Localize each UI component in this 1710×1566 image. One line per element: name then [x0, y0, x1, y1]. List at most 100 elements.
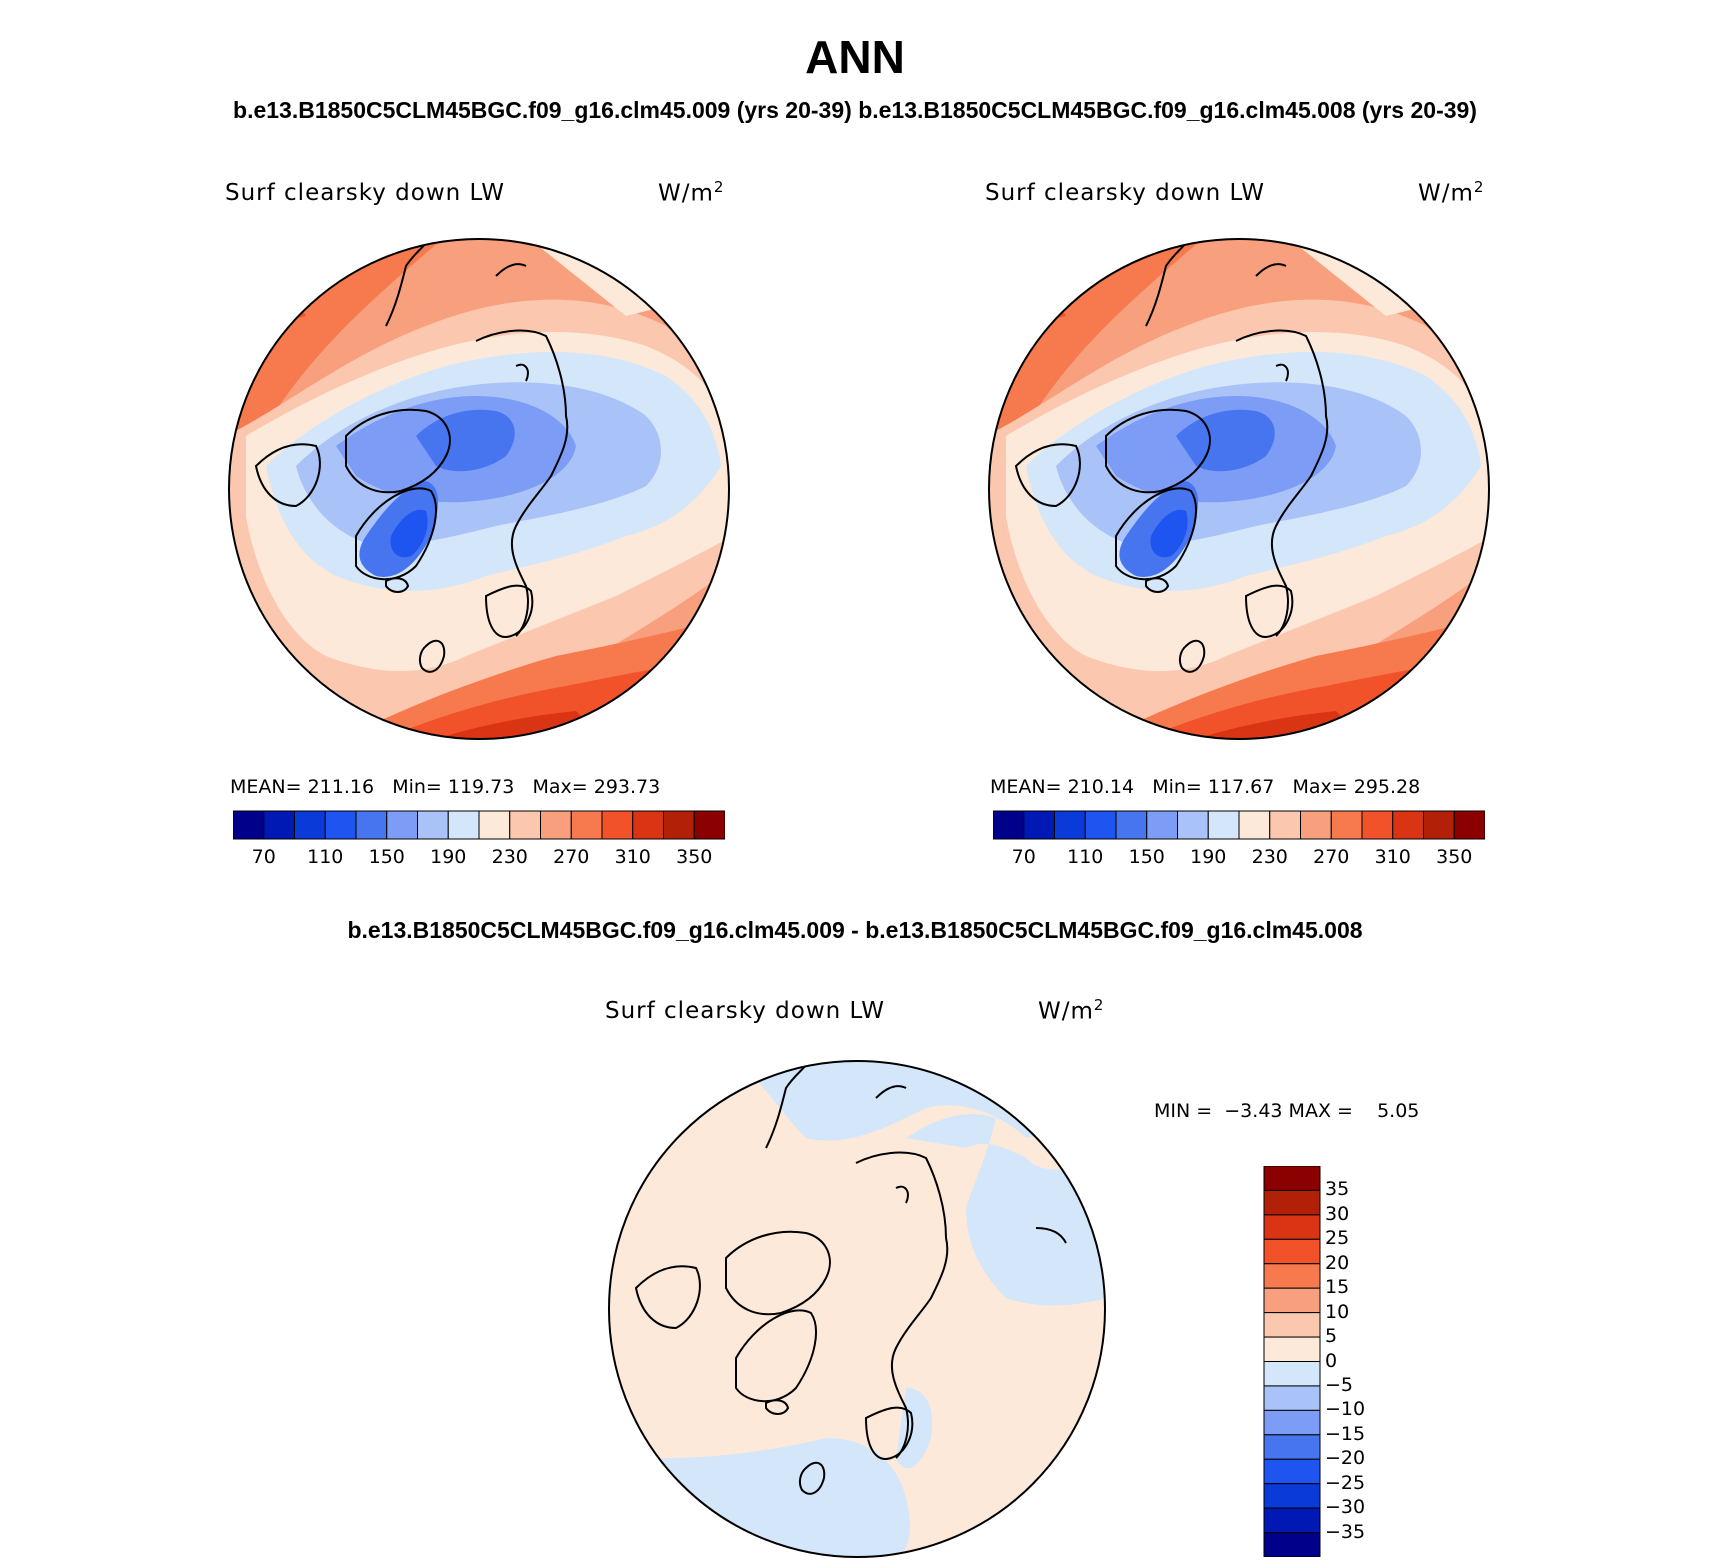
colorbar-box [1263, 1532, 1321, 1557]
panel2-colorbar-ticks: 70 110 150 190 230 270 310 350 [0, 846, 1710, 874]
panel2-unit-label: W/m2 [1418, 178, 1485, 207]
colorbar-box [601, 810, 634, 840]
colorbar-box [263, 810, 295, 840]
colorbar-box [1054, 810, 1086, 840]
colorbar-box [1177, 810, 1209, 840]
subtitle-right: b.e13.B1850C5CLM45BGC.f09_g16.clm45.008 … [858, 97, 1477, 123]
colorbar-box [324, 810, 357, 840]
panel1-variable-label: Surf clearsky down LW [225, 180, 505, 206]
difference-title: b.e13.B1850C5CLM45BGC.f09_g16.clm45.009 … [347, 917, 1363, 943]
colorbar-box [1392, 810, 1424, 840]
colorbar-box [1263, 1434, 1321, 1460]
colorbar-tick-label: 350 [676, 846, 713, 868]
panel1-coastlines [254, 239, 569, 673]
colorbar-box [1423, 810, 1455, 840]
colorbar-tick-label: 150 [1128, 846, 1165, 868]
colorbar-tick-label: 110 [307, 846, 344, 868]
colorbar-box [1263, 1263, 1321, 1289]
colorbar-box [1263, 1458, 1321, 1485]
colorbar-box [993, 810, 1025, 840]
colorbar-box [294, 810, 326, 840]
panel1-map-border [228, 238, 730, 740]
colorbar-tick-label: −15 [1325, 1422, 1366, 1445]
colorbar-box [1207, 810, 1240, 840]
subtitle-left: b.e13.B1850C5CLM45BGC.f09_g16.clm45.009 … [233, 97, 852, 123]
panel1-stats: MEAN= 211.16 Min= 119.73 Max= 293.73 [230, 776, 661, 798]
colorbar-tick-label: 190 [1190, 846, 1227, 868]
colorbar-tick-label: 310 [614, 846, 651, 868]
colorbar-box [570, 810, 603, 840]
colorbar-box [1263, 1312, 1321, 1338]
panel3-map [608, 1060, 1106, 1558]
colorbar-box [1453, 810, 1485, 840]
colorbar-tick-label: −25 [1325, 1471, 1366, 1494]
panel3-map-border [608, 1060, 1106, 1558]
colorbar-tick-label: 350 [1436, 846, 1473, 868]
colorbar-tick-label: 110 [1067, 846, 1104, 868]
panel1-colorbar [233, 810, 725, 840]
colorbar-box [1361, 810, 1394, 840]
colorbar-box [1263, 1287, 1321, 1314]
colorbar-box [1146, 810, 1178, 840]
colorbar-box [1263, 1483, 1321, 1509]
colorbar-box [1263, 1214, 1321, 1240]
panel1-colorbar-ticks: 70 110 150 190 230 270 310 350 [0, 846, 1710, 874]
panel1-unit-label: W/m2 [658, 178, 725, 207]
colorbar-tick-label: 5 [1325, 1325, 1338, 1348]
colorbar-tick-label: −35 [1325, 1520, 1366, 1543]
panel3-colorbar [1263, 1166, 1321, 1557]
panel1-map [228, 238, 730, 740]
colorbar-tick-label: −20 [1325, 1447, 1366, 1470]
panel2-colorbar [993, 810, 1485, 840]
panel2-variable-label: Surf clearsky down LW [985, 180, 1265, 206]
colorbar-box [1238, 810, 1271, 840]
panel2-coastlines [1014, 239, 1329, 673]
colorbar-tick-label: −5 [1325, 1373, 1354, 1396]
colorbar-box [233, 810, 265, 840]
colorbar-tick-label: −30 [1325, 1496, 1366, 1519]
case-subtitles: b.e13.B1850C5CLM45BGC.f09_g16.clm45.009 … [0, 97, 1710, 124]
colorbar-tick-label: 270 [553, 846, 590, 868]
panel2-stats: MEAN= 210.14 Min= 117.67 Max= 295.28 [990, 776, 1421, 798]
panel2-map-border [988, 238, 1490, 740]
colorbar-tick-label: 35 [1325, 1178, 1350, 1201]
colorbar-box [1330, 810, 1363, 840]
colorbar-tick-label: 15 [1325, 1276, 1350, 1299]
colorbar-box [386, 810, 418, 840]
colorbar-tick-label: 20 [1325, 1251, 1350, 1274]
colorbar-box [1263, 1385, 1321, 1411]
colorbar-tick-label: 230 [1251, 846, 1288, 868]
colorbar-box [663, 810, 695, 840]
colorbar-tick-label: 70 [1011, 846, 1036, 868]
colorbar-box [1263, 1238, 1321, 1265]
colorbar-tick-label: 190 [430, 846, 467, 868]
colorbar-box [1269, 810, 1301, 840]
colorbar-box [1263, 1409, 1321, 1436]
colorbar-tick-label: 30 [1325, 1202, 1350, 1225]
panel3-unit-label: W/m2 [1038, 996, 1105, 1025]
colorbar-tick-label: 270 [1313, 846, 1350, 868]
colorbar-box [447, 810, 480, 840]
panel3-coastlines [634, 1061, 1067, 1495]
figure-title: ANN [805, 31, 905, 83]
colorbar-tick-label: 310 [1374, 846, 1411, 868]
colorbar-tick-label: 230 [491, 846, 528, 868]
panel3-colorbar-ticks: 35 30 25 20 15 10 5 0 −5 −10 −15 −20 −25 −30 −35 [1325, 1166, 1415, 1566]
colorbar-box [632, 810, 664, 840]
colorbar-box [1263, 1336, 1321, 1362]
colorbar-tick-label: 150 [368, 846, 405, 868]
colorbar-box [1300, 810, 1332, 840]
panel3-variable-label: Surf clearsky down LW [605, 998, 885, 1024]
colorbar-box [417, 810, 449, 840]
colorbar-tick-label: 0 [1325, 1349, 1338, 1372]
colorbar-box [1263, 1189, 1321, 1216]
colorbar-box [1023, 810, 1055, 840]
panel3-stats: MIN = −3.43 MAX = 5.05 [1154, 1100, 1420, 1122]
colorbar-box [1263, 1507, 1321, 1534]
colorbar-tick-label: 25 [1325, 1227, 1350, 1250]
colorbar-box [355, 810, 388, 840]
colorbar-box [540, 810, 572, 840]
colorbar-box [1263, 1361, 1321, 1387]
colorbar-box [693, 810, 725, 840]
colorbar-tick-label: −10 [1325, 1398, 1366, 1421]
